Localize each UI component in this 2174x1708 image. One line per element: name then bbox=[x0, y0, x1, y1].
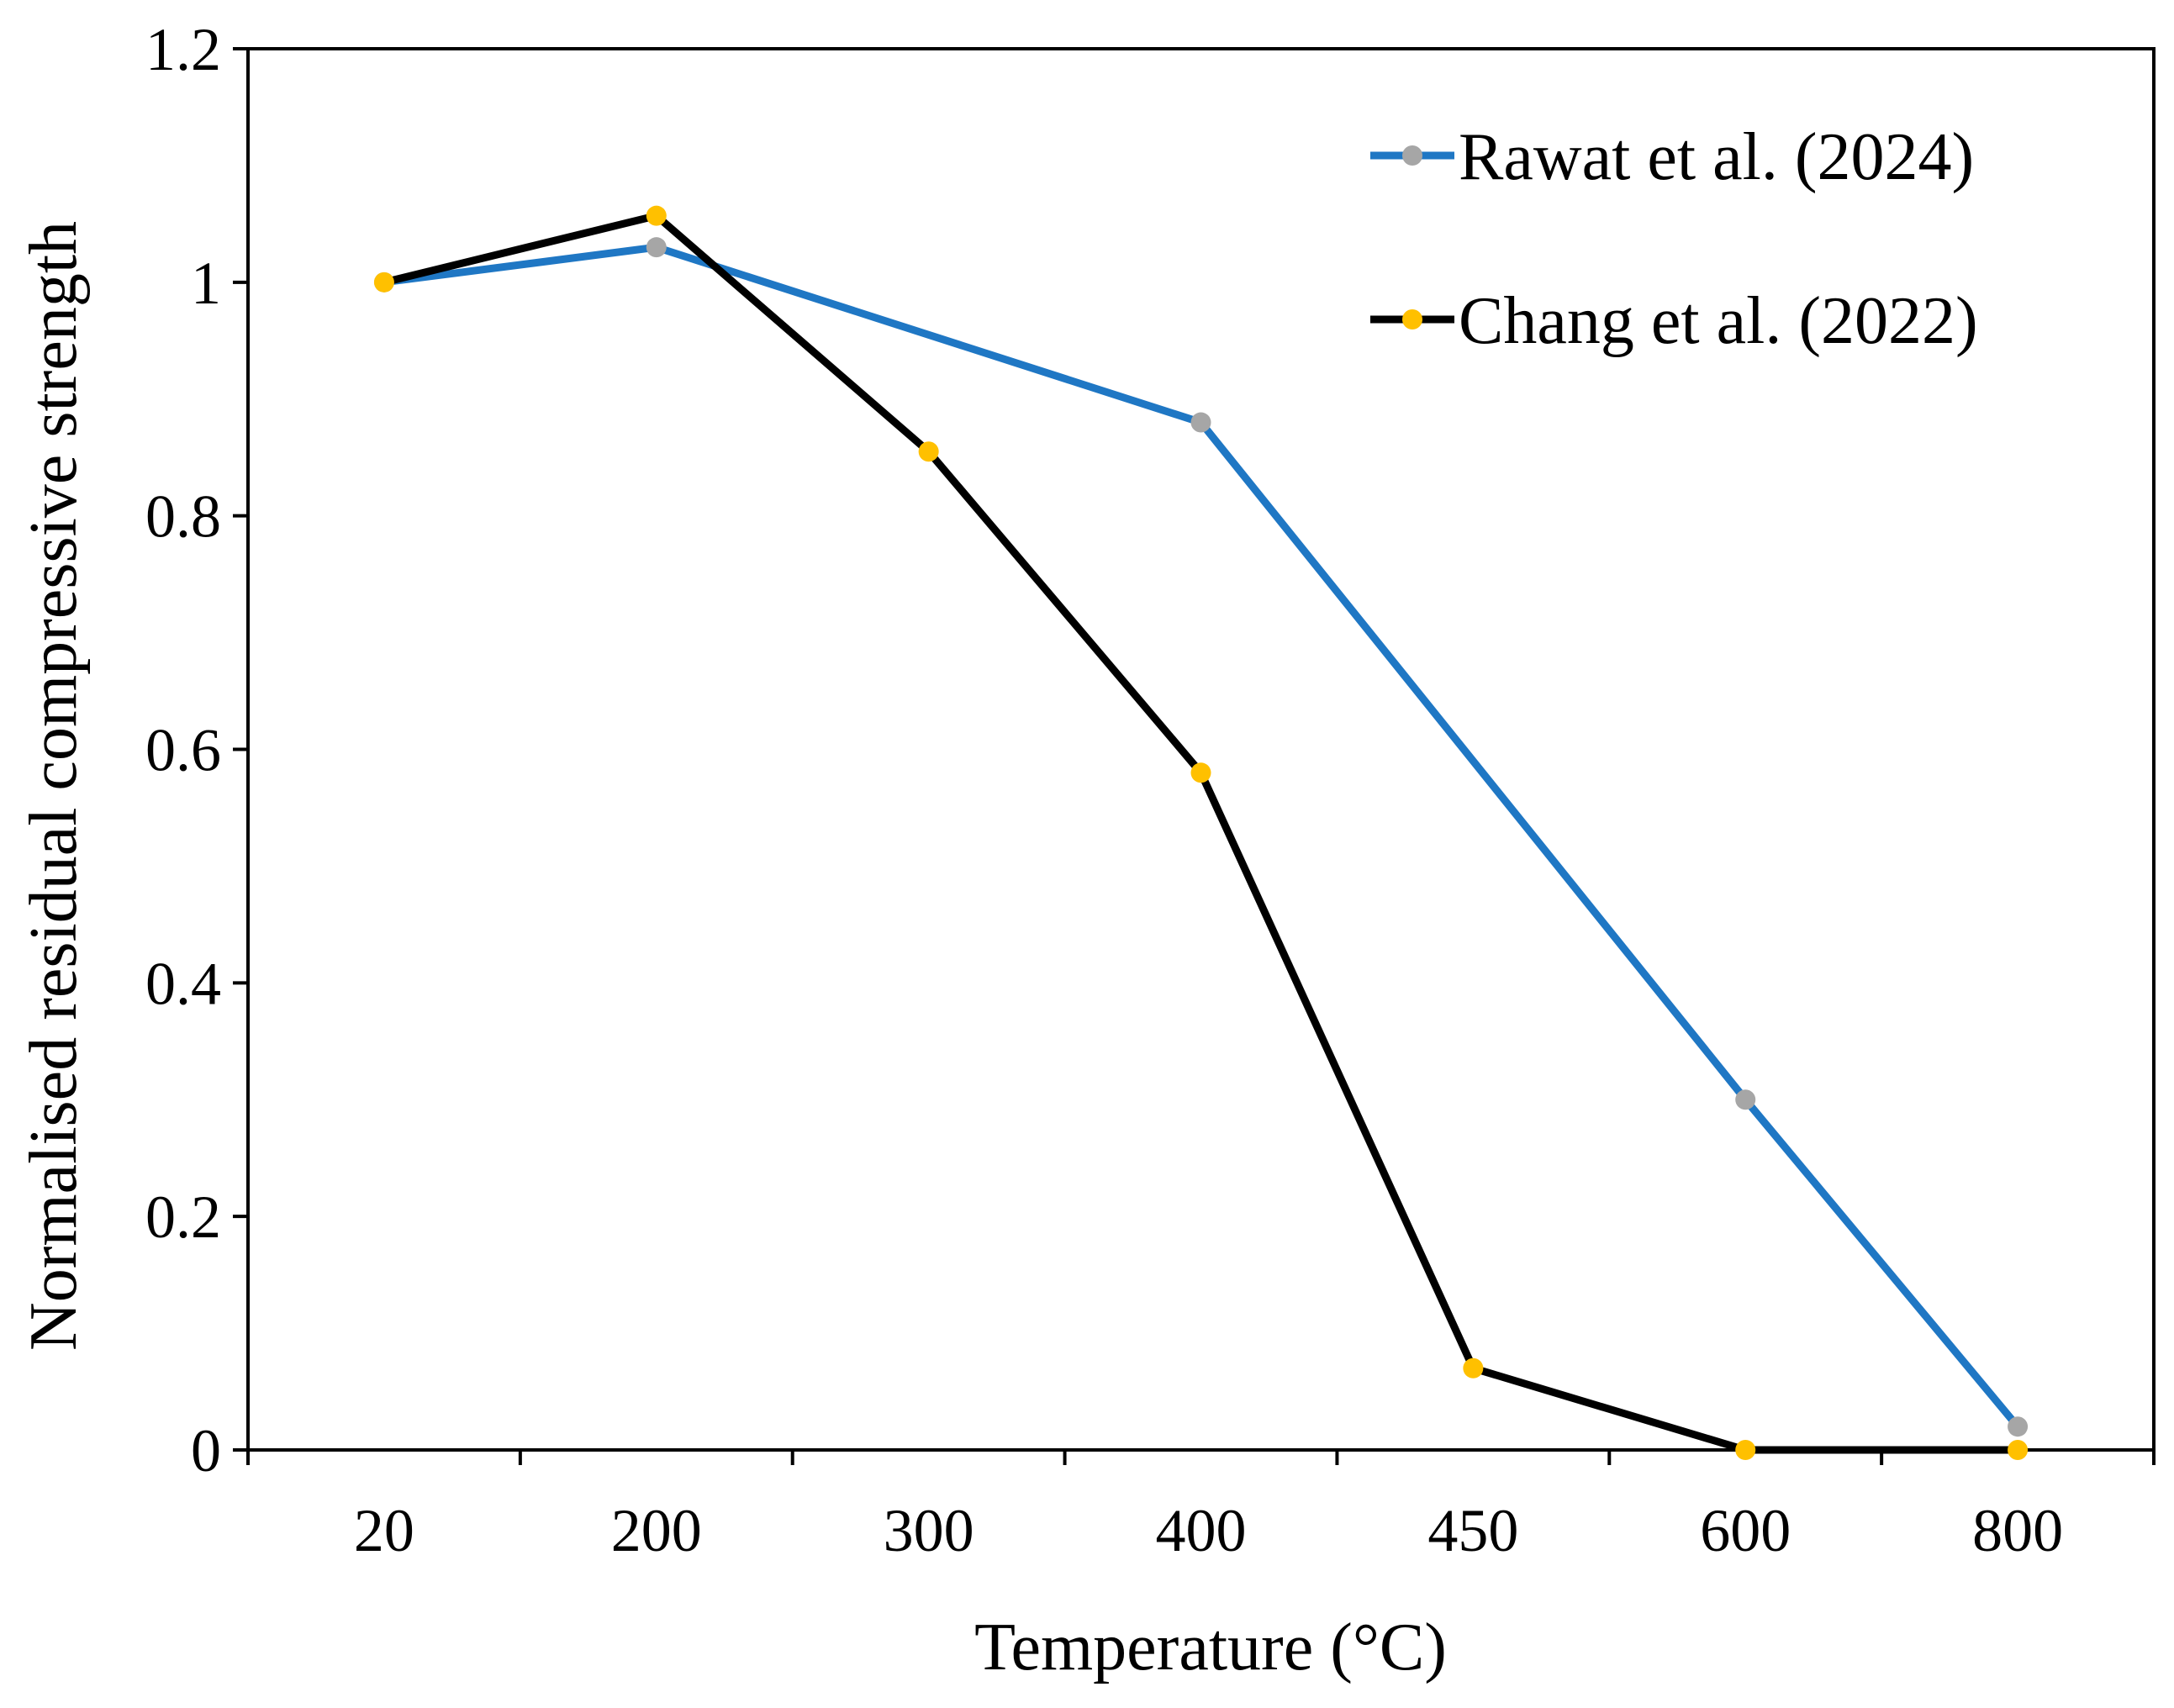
legend-marker bbox=[1402, 309, 1422, 329]
legend-item: Rawat et al. (2024) bbox=[1370, 120, 1974, 194]
legend-label: Rawat et al. (2024) bbox=[1459, 120, 1974, 194]
data-point bbox=[646, 237, 667, 258]
x-tick-label: 800 bbox=[1972, 1497, 2063, 1564]
y-tick-label: 1.2 bbox=[145, 16, 221, 83]
y-tick-label: 1 bbox=[191, 250, 221, 317]
data-point bbox=[1735, 1089, 1756, 1110]
series-layer bbox=[373, 205, 2029, 1460]
y-tick-label: 0.6 bbox=[145, 717, 221, 784]
axes: 0 0.2 0.4 0.6 0.8 1 1.2 20 200 300 400 450 600 800 bbox=[145, 16, 2156, 1564]
plot-area-border bbox=[246, 47, 2156, 1452]
legend-label: Chang et al. (2022) bbox=[1459, 284, 1978, 358]
y-tick-label: 0 bbox=[191, 1417, 221, 1484]
data-point bbox=[2008, 1416, 2029, 1437]
y-tick-label: 0.8 bbox=[145, 483, 221, 551]
data-point bbox=[1463, 1357, 1484, 1379]
series-1 bbox=[373, 205, 2029, 1460]
x-tick-label: 200 bbox=[611, 1497, 702, 1564]
series-line bbox=[383, 211, 2018, 1454]
x-tick-label: 450 bbox=[1427, 1497, 1518, 1564]
data-point bbox=[918, 441, 939, 462]
legend: Rawat et al. (2024) Chang et al. (2022) bbox=[1370, 120, 1978, 358]
x-tick-label: 300 bbox=[884, 1497, 974, 1564]
series-0 bbox=[373, 237, 2029, 1437]
x-tick-label: 400 bbox=[1156, 1497, 1247, 1564]
data-point bbox=[1735, 1440, 1756, 1460]
x-axis-title: Temperature (°C) bbox=[974, 1610, 1447, 1684]
y-axis-title: Normalised residual compressive strength bbox=[17, 221, 91, 1351]
data-point bbox=[646, 205, 667, 226]
y-tick-label: 0.2 bbox=[145, 1183, 221, 1251]
y-tick-label: 0.4 bbox=[145, 950, 221, 1017]
legend-item: Chang et al. (2022) bbox=[1370, 284, 1978, 358]
x-tick-label: 20 bbox=[354, 1497, 414, 1564]
data-point bbox=[1190, 412, 1211, 433]
legend-marker bbox=[1402, 145, 1422, 166]
data-point bbox=[1190, 762, 1211, 783]
x-tick-label: 600 bbox=[1700, 1497, 1791, 1564]
data-point bbox=[2008, 1440, 2029, 1460]
data-point bbox=[373, 271, 394, 293]
